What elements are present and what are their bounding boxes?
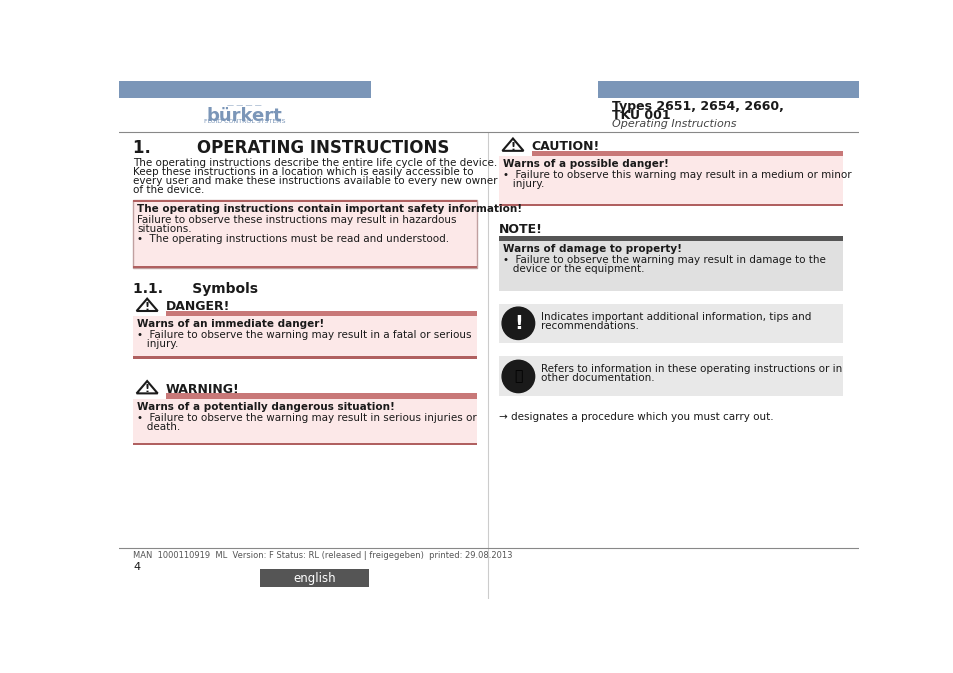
Text: NOTE!: NOTE! xyxy=(498,223,542,236)
Text: recommendations.: recommendations. xyxy=(540,321,639,331)
Text: The operating instructions describe the entire life cycle of the device.: The operating instructions describe the … xyxy=(133,157,497,168)
Text: MAN  1000110919  ML  Version: F Status: RL (released | freigegeben)  printed: 29: MAN 1000110919 ML Version: F Status: RL … xyxy=(133,551,512,560)
Text: !: ! xyxy=(514,314,522,333)
Text: injury.: injury. xyxy=(502,179,543,189)
Text: — — — —: — — — — xyxy=(227,102,262,108)
Text: Types 2651, 2654, 2660,: Types 2651, 2654, 2660, xyxy=(612,100,783,113)
Text: Indicates important additional information, tips and: Indicates important additional informati… xyxy=(540,312,810,322)
Polygon shape xyxy=(502,139,523,151)
Text: 1.1.      Symbols: 1.1. Symbols xyxy=(133,283,258,297)
Text: → designates a procedure which you must carry out.: → designates a procedure which you must … xyxy=(498,412,773,422)
Text: •  Failure to observe the warning may result in damage to the: • Failure to observe the warning may res… xyxy=(502,255,825,264)
Circle shape xyxy=(501,307,534,339)
Text: !: ! xyxy=(145,384,150,394)
Text: Warns of damage to property!: Warns of damage to property! xyxy=(502,244,681,254)
Polygon shape xyxy=(136,381,157,394)
Bar xyxy=(166,311,476,316)
Text: english: english xyxy=(293,571,335,585)
Text: Keep these instructions in a location which is easily accessible to: Keep these instructions in a location wh… xyxy=(133,167,474,177)
Text: •  The operating instructions must be read and understood.: • The operating instructions must be rea… xyxy=(137,234,449,244)
Bar xyxy=(133,200,476,202)
Text: •  Failure to observe the warning may result in a fatal or serious: • Failure to observe the warning may res… xyxy=(137,330,471,341)
Bar xyxy=(498,241,842,291)
Text: every user and make these instructions available to every new owner: every user and make these instructions a… xyxy=(133,176,497,186)
Text: of the device.: of the device. xyxy=(133,186,204,195)
Bar xyxy=(133,357,476,359)
Bar xyxy=(133,443,476,445)
Text: Warns of a potentially dangerous situation!: Warns of a potentially dangerous situati… xyxy=(137,402,395,412)
Bar xyxy=(260,569,369,588)
Text: The operating instructions contain important safety information!: The operating instructions contain impor… xyxy=(137,204,521,214)
Bar xyxy=(133,266,476,268)
Text: !: ! xyxy=(145,302,150,312)
Bar xyxy=(531,151,842,156)
Text: Warns of a possible danger!: Warns of a possible danger! xyxy=(502,160,668,170)
Text: death.: death. xyxy=(137,422,180,432)
Text: •  Failure to observe this warning may result in a medium or minor: • Failure to observe this warning may re… xyxy=(502,170,851,180)
Text: CAUTION!: CAUTION! xyxy=(531,140,599,153)
Text: FLUID CONTROL SYSTEMS: FLUID CONTROL SYSTEMS xyxy=(204,119,285,125)
Bar xyxy=(133,316,476,359)
Text: situations.: situations. xyxy=(137,224,192,234)
Text: bürkert: bürkert xyxy=(207,107,282,125)
Text: Operating Instructions: Operating Instructions xyxy=(612,119,736,129)
Text: device or the equipment.: device or the equipment. xyxy=(502,264,643,274)
Text: Failure to observe these instructions may result in hazardous: Failure to observe these instructions ma… xyxy=(137,215,456,225)
Bar xyxy=(498,236,842,241)
Text: 4: 4 xyxy=(133,562,140,572)
Bar xyxy=(498,304,842,343)
Text: 📖: 📖 xyxy=(514,369,522,384)
Bar xyxy=(598,81,858,98)
Text: Refers to information in these operating instructions or in: Refers to information in these operating… xyxy=(540,364,841,374)
Text: Warns of an immediate danger!: Warns of an immediate danger! xyxy=(137,320,324,330)
Bar xyxy=(498,156,842,206)
Polygon shape xyxy=(136,299,157,311)
Text: injury.: injury. xyxy=(137,339,178,349)
Bar xyxy=(498,204,842,206)
Circle shape xyxy=(501,360,534,392)
Text: WARNING!: WARNING! xyxy=(166,382,239,396)
Bar xyxy=(498,357,842,396)
Text: !: ! xyxy=(510,141,515,151)
Text: DANGER!: DANGER! xyxy=(166,300,230,313)
Bar xyxy=(166,394,476,399)
Text: TKU 001: TKU 001 xyxy=(612,109,670,122)
Text: 1.        OPERATING INSTRUCTIONS: 1. OPERATING INSTRUCTIONS xyxy=(133,139,449,157)
Bar xyxy=(119,81,371,98)
Bar xyxy=(133,399,476,445)
Text: •  Failure to observe the warning may result in serious injuries or: • Failure to observe the warning may res… xyxy=(137,413,476,423)
Bar xyxy=(133,200,476,268)
Text: other documentation.: other documentation. xyxy=(540,374,654,384)
